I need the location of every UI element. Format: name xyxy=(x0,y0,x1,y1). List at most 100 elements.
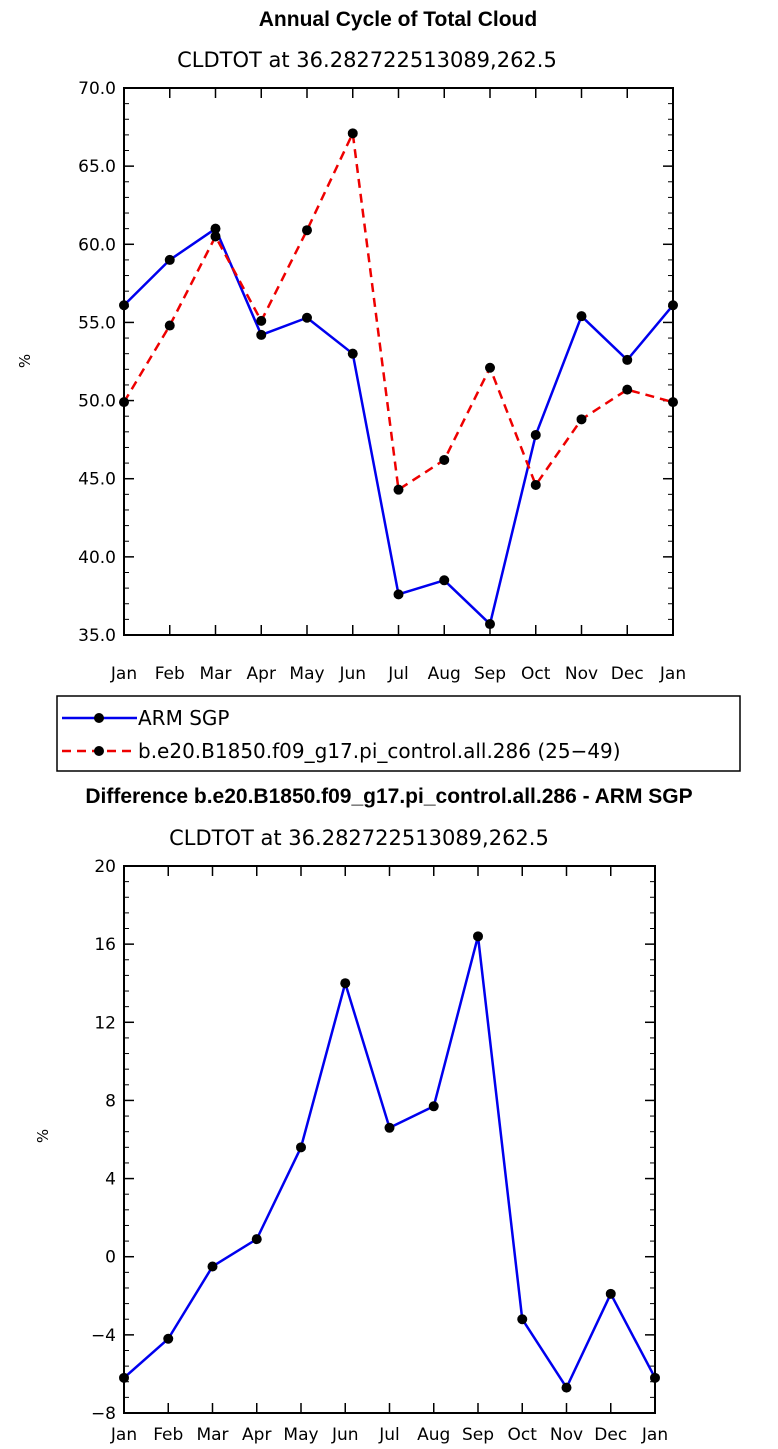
y-tick-label: 60.0 xyxy=(78,235,116,255)
y-tick-label: 4 xyxy=(105,1170,116,1190)
data-point-series-0 xyxy=(207,1261,218,1272)
x-tick-label: Nov xyxy=(550,1425,583,1445)
x-tick-label: Apr xyxy=(242,1425,271,1445)
data-point-series-1 xyxy=(622,384,633,395)
x-tick-label: Feb xyxy=(153,1425,183,1445)
y-axis-label: % xyxy=(16,354,34,368)
x-tick-label: Apr xyxy=(247,664,276,684)
legend-marker-arm-sgp xyxy=(94,713,104,723)
data-point-series-1 xyxy=(530,479,541,490)
data-point-series-0 xyxy=(340,978,351,989)
y-tick-label: 35.0 xyxy=(78,626,116,646)
chart2-title: Difference b.e20.B1850.f09_g17.pi_contro… xyxy=(85,785,692,808)
x-tick-label: Sep xyxy=(462,1425,494,1445)
data-point-series-0 xyxy=(164,254,175,265)
x-tick-label: Oct xyxy=(521,664,551,684)
data-point-series-0 xyxy=(256,329,267,340)
data-point-series-0 xyxy=(119,300,129,311)
data-point-series-1 xyxy=(576,414,587,425)
x-tick-label: Oct xyxy=(508,1425,538,1445)
data-point-series-0 xyxy=(251,1234,262,1245)
data-point-series-0 xyxy=(347,348,358,359)
x-tick-label: Jul xyxy=(378,1425,400,1445)
y-tick-label: 45.0 xyxy=(78,470,116,490)
x-tick-label: Jan xyxy=(110,664,137,684)
series-line-0 xyxy=(123,935,657,1389)
x-tick-label: Jul xyxy=(387,664,409,684)
y-tick-label: 65.0 xyxy=(78,157,116,177)
data-point-series-0 xyxy=(302,312,312,323)
data-point-series-1 xyxy=(164,320,175,331)
x-tick-label: Jun xyxy=(331,1425,359,1445)
y-tick-label: 8 xyxy=(105,1091,116,1111)
data-point-series-0 xyxy=(393,589,404,600)
y-tick-label: −4 xyxy=(91,1326,116,1346)
y-tick-label: 16 xyxy=(94,935,116,955)
x-tick-label: Jan xyxy=(641,1425,668,1445)
data-point-series-1 xyxy=(256,315,267,326)
data-point-series-0 xyxy=(296,1142,306,1153)
y-tick-label: 12 xyxy=(94,1013,116,1033)
legend-label-model: b.e20.B1850.f09_g17.pi_control.all.286 (… xyxy=(138,739,621,763)
x-tick-label: Jun xyxy=(338,664,366,684)
x-tick-label: Nov xyxy=(565,664,598,684)
data-point-series-0 xyxy=(650,1372,660,1383)
y-tick-label: 40.0 xyxy=(78,548,116,568)
data-point-series-0 xyxy=(210,223,221,234)
series-line-1 xyxy=(122,132,674,491)
legend: ARM SGP b.e20.B1850.f09_g17.pi_control.a… xyxy=(56,695,741,772)
data-point-series-0 xyxy=(485,619,495,630)
data-point-series-1 xyxy=(302,225,312,236)
data-point-series-0 xyxy=(384,1122,395,1133)
difference-chart: % −8 −4 0 4 8 12 16 20 Jan Feb Mar Apr May Jun Jul Aug Se… xyxy=(34,857,668,1445)
y-tick-label: 70.0 xyxy=(78,79,116,99)
x-tick-label: Dec xyxy=(611,664,644,684)
data-point-series-0 xyxy=(605,1288,616,1299)
x-tick-label: Jan xyxy=(110,1425,137,1445)
plot-frame xyxy=(123,865,656,1414)
plot-frame xyxy=(123,87,674,636)
data-point-series-0 xyxy=(163,1333,174,1344)
y-tick-label: −8 xyxy=(91,1404,116,1424)
data-point-series-0 xyxy=(439,575,450,586)
x-tick-label: Mar xyxy=(199,664,231,684)
data-point-series-0 xyxy=(473,931,483,942)
data-point-series-0 xyxy=(561,1382,572,1393)
x-tick-label: Mar xyxy=(196,1425,228,1445)
x-tick-label: Feb xyxy=(155,664,185,684)
y-tick-label: 20 xyxy=(94,857,116,877)
x-tick-label: Aug xyxy=(428,664,461,684)
data-point-series-1 xyxy=(668,397,678,408)
data-point-series-0 xyxy=(428,1101,439,1112)
data-point-series-1 xyxy=(119,397,129,408)
chart1-subtitle: CLDTOT at 36.282722513089,262.5 xyxy=(177,48,557,72)
y-tick-label: 50.0 xyxy=(78,392,116,412)
data-point-series-1 xyxy=(347,128,358,139)
data-point-series-1 xyxy=(393,484,404,495)
y-tick-label: 55.0 xyxy=(78,313,116,333)
data-point-series-1 xyxy=(210,231,221,242)
chart2-subtitle: CLDTOT at 36.282722513089,262.5 xyxy=(169,826,549,850)
data-point-series-0 xyxy=(530,429,541,440)
legend-marker-model xyxy=(94,746,104,756)
x-tick-label: May xyxy=(283,1425,318,1445)
data-point-series-0 xyxy=(517,1314,528,1325)
legend-label-arm-sgp: ARM SGP xyxy=(138,706,229,730)
legend-box xyxy=(56,695,741,772)
data-point-series-1 xyxy=(485,362,495,373)
annual-cycle-chart: % 35.0 40.0 45.0 50.0 55.0 60.0 65.0 70.0 Jan Feb M… xyxy=(16,79,686,684)
x-tick-label: Dec xyxy=(594,1425,627,1445)
x-tick-label: Sep xyxy=(474,664,506,684)
y-axis-label: % xyxy=(34,1129,52,1143)
data-point-series-0 xyxy=(119,1372,129,1383)
data-point-series-0 xyxy=(622,354,633,365)
chart1-title: Annual Cycle of Total Cloud xyxy=(259,8,537,31)
x-tick-label: Jan xyxy=(659,664,686,684)
data-point-series-0 xyxy=(576,311,587,322)
x-tick-label: Aug xyxy=(417,1425,450,1445)
x-tick-label: May xyxy=(289,664,324,684)
data-point-series-1 xyxy=(439,454,450,465)
data-point-series-0 xyxy=(668,300,678,311)
series-line-0 xyxy=(123,227,674,626)
